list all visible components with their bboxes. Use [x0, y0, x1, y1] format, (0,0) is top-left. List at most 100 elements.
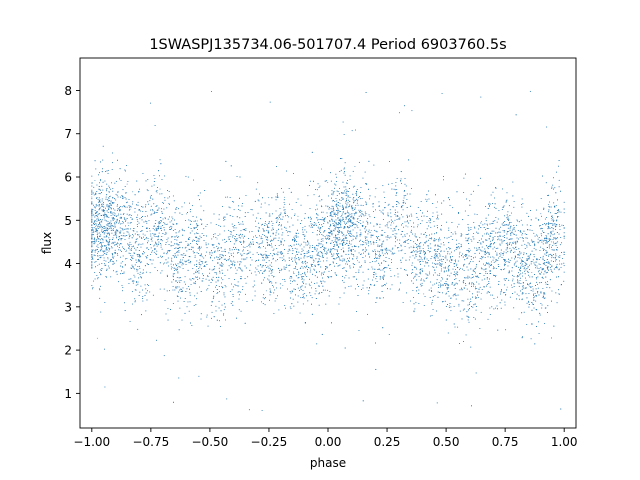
- data-point: [279, 251, 281, 253]
- data-point: [185, 213, 187, 215]
- data-point: [507, 216, 509, 218]
- data-point: [290, 283, 291, 284]
- data-point: [159, 188, 161, 190]
- data-point: [449, 305, 450, 307]
- data-point: [548, 204, 549, 205]
- data-point: [113, 255, 115, 257]
- data-point: [176, 270, 178, 272]
- data-point: [173, 255, 175, 257]
- data-point: [122, 266, 124, 268]
- data-point: [354, 166, 356, 167]
- data-point: [96, 337, 98, 339]
- data-point: [376, 253, 377, 255]
- data-point: [156, 192, 158, 194]
- data-point: [161, 228, 162, 229]
- data-point: [268, 197, 269, 199]
- data-point: [327, 181, 329, 183]
- data-point: [327, 221, 329, 223]
- data-point: [284, 196, 286, 198]
- data-point: [506, 248, 508, 250]
- data-point: [407, 226, 409, 228]
- data-point: [398, 203, 400, 205]
- data-point: [444, 257, 446, 259]
- data-point: [157, 244, 159, 246]
- data-point: [297, 215, 299, 217]
- data-point: [126, 183, 128, 185]
- data-point: [540, 213, 542, 215]
- data-point: [97, 226, 99, 228]
- data-point: [481, 221, 482, 223]
- data-point: [185, 254, 187, 256]
- data-point: [105, 245, 106, 247]
- data-point: [420, 269, 421, 271]
- data-point: [94, 180, 96, 181]
- data-point: [235, 241, 237, 243]
- data-point: [423, 293, 425, 295]
- data-point: [385, 282, 387, 284]
- data-point: [195, 269, 197, 271]
- data-point: [108, 198, 110, 199]
- data-point: [106, 188, 107, 190]
- data-point: [282, 284, 284, 286]
- data-point: [114, 223, 116, 225]
- data-point: [480, 292, 482, 294]
- data-point: [550, 218, 552, 219]
- data-point: [350, 253, 352, 254]
- data-point: [435, 207, 437, 209]
- data-point: [551, 241, 553, 243]
- data-point: [313, 261, 315, 263]
- data-point: [167, 223, 168, 225]
- data-point: [138, 209, 140, 211]
- data-point: [376, 224, 378, 226]
- data-point: [342, 239, 343, 240]
- data-point: [101, 226, 103, 228]
- data-point: [244, 235, 246, 237]
- data-point: [178, 247, 180, 249]
- data-point: [91, 201, 93, 203]
- data-point: [91, 196, 93, 198]
- data-point: [363, 244, 365, 245]
- data-point: [193, 228, 195, 230]
- data-point: [357, 260, 358, 262]
- data-point: [339, 203, 341, 204]
- data-point: [105, 235, 107, 236]
- data-point: [126, 249, 127, 251]
- data-point: [95, 225, 97, 227]
- data-point: [357, 199, 359, 201]
- data-point: [303, 257, 305, 259]
- data-point: [97, 265, 99, 266]
- data-point: [331, 234, 333, 236]
- data-point: [506, 286, 508, 288]
- data-point: [202, 256, 203, 258]
- data-point: [348, 212, 350, 214]
- data-point: [318, 196, 320, 198]
- data-point: [422, 279, 424, 281]
- data-point: [110, 195, 111, 197]
- data-point: [101, 247, 103, 249]
- data-point: [222, 264, 224, 265]
- data-point: [546, 254, 547, 256]
- data-point: [216, 238, 218, 240]
- data-point: [107, 258, 109, 260]
- data-point: [505, 262, 506, 263]
- chart-title: 1SWASPJ135734.06-501707.4 Period 6903760…: [149, 37, 506, 53]
- data-point: [469, 249, 471, 251]
- data-point: [378, 255, 380, 257]
- data-point: [489, 263, 491, 265]
- data-point: [303, 256, 305, 258]
- data-point: [132, 191, 134, 193]
- data-point: [424, 198, 426, 200]
- data-point: [321, 168, 322, 170]
- data-point: [559, 293, 560, 295]
- data-point: [330, 253, 332, 254]
- data-point: [519, 237, 521, 238]
- data-point: [171, 266, 173, 268]
- data-point: [394, 233, 396, 235]
- data-point: [128, 225, 130, 227]
- data-point: [321, 217, 323, 218]
- data-point: [296, 254, 298, 256]
- data-point: [370, 230, 372, 231]
- data-point: [116, 219, 118, 221]
- data-point: [171, 266, 172, 268]
